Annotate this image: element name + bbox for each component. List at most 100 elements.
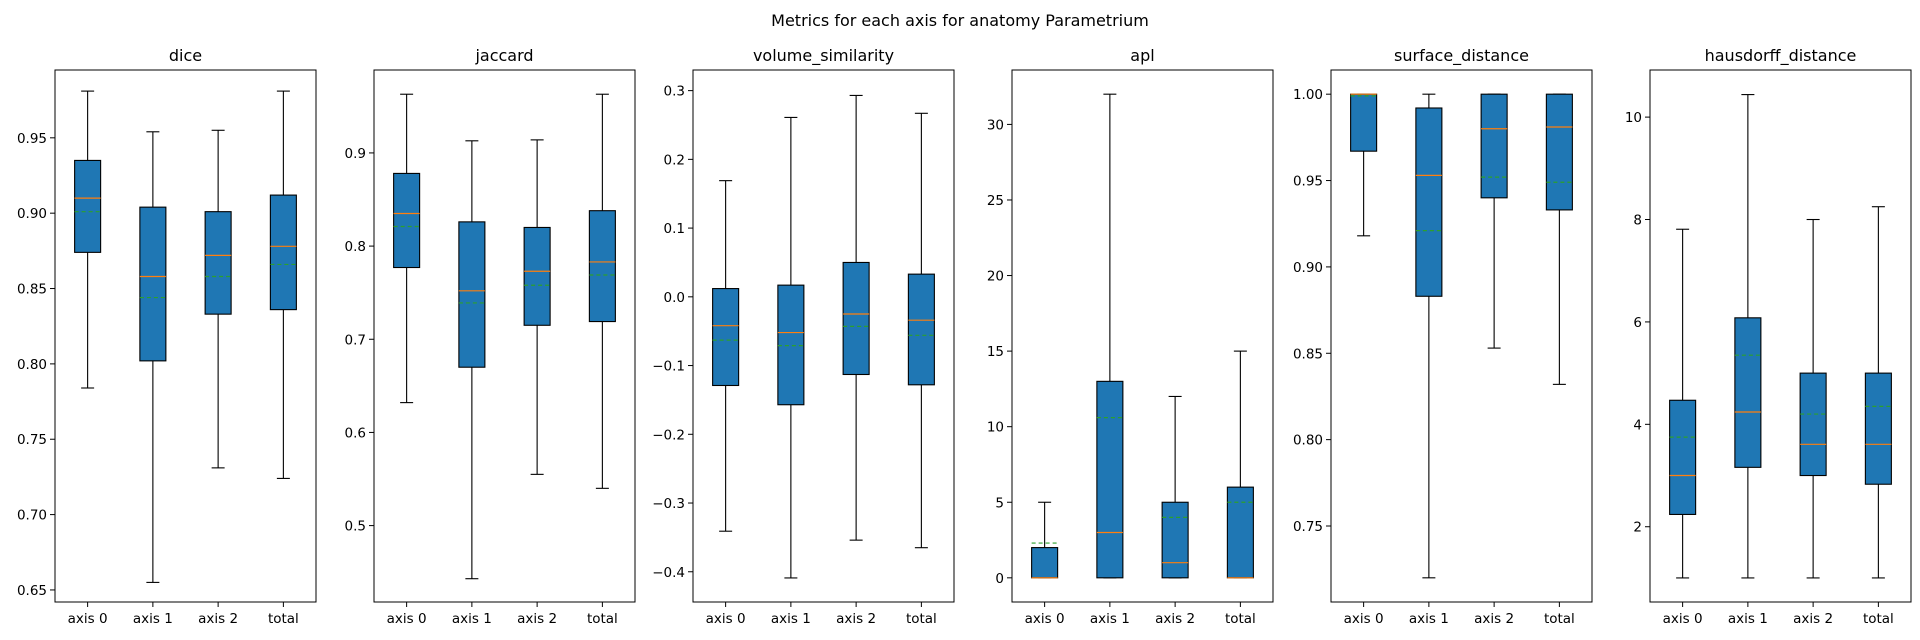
iqr-box xyxy=(1415,107,1443,297)
x-tick-label: axis 1 xyxy=(1728,611,1768,627)
panel-title: hausdorff_distance xyxy=(1705,46,1857,66)
panel-dice: dice 0.65 0.70 0.75 0.80 0.85 0.90 0.95 axis 0 ax… xyxy=(17,46,317,627)
y-tick-label: 0.8 xyxy=(345,239,366,255)
y-tick-label: 8 xyxy=(1633,213,1642,229)
x-tick-label: axis 0 xyxy=(1344,611,1384,627)
plot-frame xyxy=(1330,69,1593,603)
iqr-box xyxy=(1864,372,1892,485)
iqr-box xyxy=(458,221,486,368)
y-tick-label: 0.90 xyxy=(17,206,47,222)
y-tick-label: 0.75 xyxy=(17,432,47,448)
box-plot xyxy=(1226,350,1254,579)
iqr-box xyxy=(204,211,232,315)
iqr-box xyxy=(393,172,421,269)
x-tick-label: axis 2 xyxy=(198,611,238,627)
y-tick-label: 0.65 xyxy=(17,583,47,599)
x-tick-label: axis 2 xyxy=(1155,611,1195,627)
x-tick-label: total xyxy=(587,611,618,627)
iqr-box xyxy=(139,206,167,362)
panel-volume-similarity: volume_similarity −0.4 −0.3 −0.2 −0.1 0.0 0.1 0… xyxy=(652,46,955,627)
y-tick-label: 10 xyxy=(987,420,1004,436)
y-tick-label: 5 xyxy=(995,495,1004,511)
y-tick-label: 10 xyxy=(1625,110,1642,126)
x-tick-label: axis 2 xyxy=(517,611,557,627)
figure-suptitle: Metrics for each axis for anatomy Parame… xyxy=(771,11,1149,30)
x-tick-label: axis 1 xyxy=(133,611,173,627)
y-tick-label: 0.5 xyxy=(345,519,366,535)
x-tick-label: axis 2 xyxy=(836,611,876,627)
box-plot xyxy=(393,93,421,404)
box-plot xyxy=(842,94,870,541)
y-tick-label: −0.4 xyxy=(652,565,685,581)
box-plot xyxy=(1350,93,1378,237)
box-plot xyxy=(458,140,486,580)
iqr-box xyxy=(842,261,870,376)
panel-hausdorff-distance: hausdorff_distance 2 4 6 8 10 axis 0 axis 1 axis… xyxy=(1625,46,1912,627)
panel-title: dice xyxy=(169,46,202,65)
y-tick-label: 0.95 xyxy=(17,131,47,147)
y-tick-label: −0.1 xyxy=(652,359,685,375)
x-tick-label: axis 2 xyxy=(1793,611,1833,627)
iqr-box xyxy=(1734,317,1762,468)
y-tick-label: 20 xyxy=(987,269,1004,285)
x-tick-label: axis 1 xyxy=(771,611,811,627)
panel-title: surface_distance xyxy=(1394,46,1529,66)
box-plot xyxy=(777,116,805,579)
y-tick-label: 1.00 xyxy=(1293,87,1323,103)
x-tick-label: axis 1 xyxy=(1090,611,1130,627)
plot-frame xyxy=(373,69,636,603)
y-tick-label: 0.2 xyxy=(664,152,685,168)
x-tick-label: total xyxy=(1225,611,1256,627)
iqr-box xyxy=(1226,486,1254,579)
x-tick-label: axis 0 xyxy=(68,611,108,627)
panel-title: jaccard xyxy=(474,46,533,65)
panels: dice 0.65 0.7 0 0.75 0.80 0.8 5 0.90 0.95 axis 0 ax… xyxy=(17,46,1912,627)
y-tick-label: 0.1 xyxy=(664,221,685,237)
y-tick-label: 0.0 xyxy=(664,290,685,306)
iqr-box xyxy=(1031,547,1059,579)
iqr-box xyxy=(1545,93,1573,211)
box-plot xyxy=(1415,93,1443,579)
box-plot xyxy=(139,131,167,583)
box-plot xyxy=(523,139,551,475)
iqr-box xyxy=(907,273,935,386)
y-tick-label: 0.7 xyxy=(345,332,366,348)
box-plot xyxy=(1031,501,1059,579)
box-plot xyxy=(1799,218,1827,579)
y-tick-label: 0.9 xyxy=(345,146,366,162)
iqr-box xyxy=(1350,93,1378,152)
iqr-box xyxy=(712,288,740,387)
iqr-box xyxy=(1096,380,1124,579)
box-plot xyxy=(269,90,297,479)
x-tick-label: axis 0 xyxy=(387,611,427,627)
x-tick-label: axis 1 xyxy=(1409,611,1449,627)
y-tick-label: 0.80 xyxy=(1293,433,1323,449)
box-plot xyxy=(204,129,232,469)
y-tick-label: 2 xyxy=(1633,520,1642,536)
y-tick-label: 0.6 xyxy=(345,425,366,441)
y-tick-label: 4 xyxy=(1633,417,1642,433)
iqr-box xyxy=(1669,399,1697,515)
x-tick-label: total xyxy=(1544,611,1575,627)
y-tick-label: 0.75 xyxy=(1293,519,1323,535)
x-tick-label: axis 0 xyxy=(1663,611,1703,627)
y-tick-label: 30 xyxy=(987,117,1004,133)
iqr-box xyxy=(74,159,102,253)
y-tick-label: 0.80 xyxy=(17,357,47,373)
iqr-box xyxy=(777,284,805,406)
plot-frame xyxy=(1649,69,1912,603)
x-tick-label: total xyxy=(268,611,299,627)
box-plot xyxy=(1864,206,1892,579)
iqr-box xyxy=(1799,372,1827,477)
plot-frame xyxy=(54,69,317,603)
x-tick-label: axis 0 xyxy=(706,611,746,627)
x-tick-label: total xyxy=(906,611,937,627)
y-tick-label: 25 xyxy=(987,193,1004,209)
y-tick-label: 0 xyxy=(995,571,1004,587)
box-plot xyxy=(588,93,616,489)
x-tick-label: axis 2 xyxy=(1474,611,1514,627)
plot-frame xyxy=(692,69,955,603)
panel-title: volume_similarity xyxy=(753,46,894,66)
box-plot xyxy=(712,180,740,532)
box-plot xyxy=(1734,94,1762,579)
